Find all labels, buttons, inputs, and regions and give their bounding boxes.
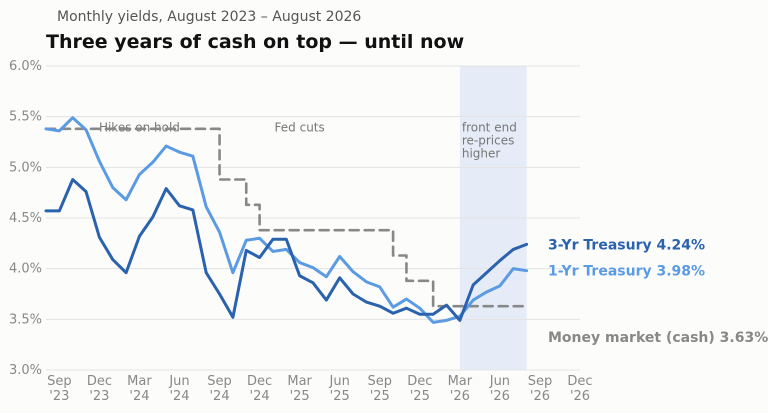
y-tick-label: 4.5% xyxy=(9,211,42,226)
y-tick-label: 3.0% xyxy=(9,363,42,378)
x-tick-label: Mar '24 xyxy=(127,374,152,404)
y-tick-label: 3.5% xyxy=(9,312,42,327)
x-tick-label: Sep '24 xyxy=(207,374,232,404)
chart-title: Three years of cash on top — until now xyxy=(46,31,464,53)
x-tick-label: Sep '26 xyxy=(528,374,553,404)
x-tick-label: Dec '25 xyxy=(407,374,432,404)
x-tick-label: Jun '25 xyxy=(329,374,350,404)
y-tick-label: 4.0% xyxy=(9,262,42,277)
annotation-label: front end re-prices higher xyxy=(462,120,517,160)
series-line-money-market xyxy=(44,127,528,308)
x-tick-label: Dec '24 xyxy=(247,374,272,404)
x-tick-label: Mar '25 xyxy=(287,374,312,404)
x-tick-label: Sep '25 xyxy=(367,374,392,404)
annotation-label: Fed cuts xyxy=(275,120,325,134)
series-label-1yr: 1-Yr Treasury 3.98% xyxy=(548,264,705,280)
x-tick-label: Mar '26 xyxy=(448,374,473,404)
x-tick-label: Dec '23 xyxy=(87,374,112,404)
annotation-label: Hikes on hold xyxy=(99,120,180,134)
series-label-3yr: 3-Yr Treasury 4.24% xyxy=(548,237,705,253)
x-tick-label: Sep '23 xyxy=(47,374,72,404)
series-line-3yr xyxy=(44,177,529,322)
y-tick-label: 6.0% xyxy=(9,59,42,74)
x-tick-label: Jun '26 xyxy=(489,374,510,404)
chart-subtitle: Monthly yields, August 2023 – August 202… xyxy=(57,9,361,25)
series-line-1yr xyxy=(44,116,529,324)
y-tick-label: 5.0% xyxy=(9,160,42,175)
x-tick-label: Jun '24 xyxy=(168,374,189,404)
y-tick-label: 5.5% xyxy=(9,110,42,125)
x-tick-label: Dec '26 xyxy=(567,374,592,404)
series-label-money-market: Money market (cash) 3.63% xyxy=(548,330,768,346)
